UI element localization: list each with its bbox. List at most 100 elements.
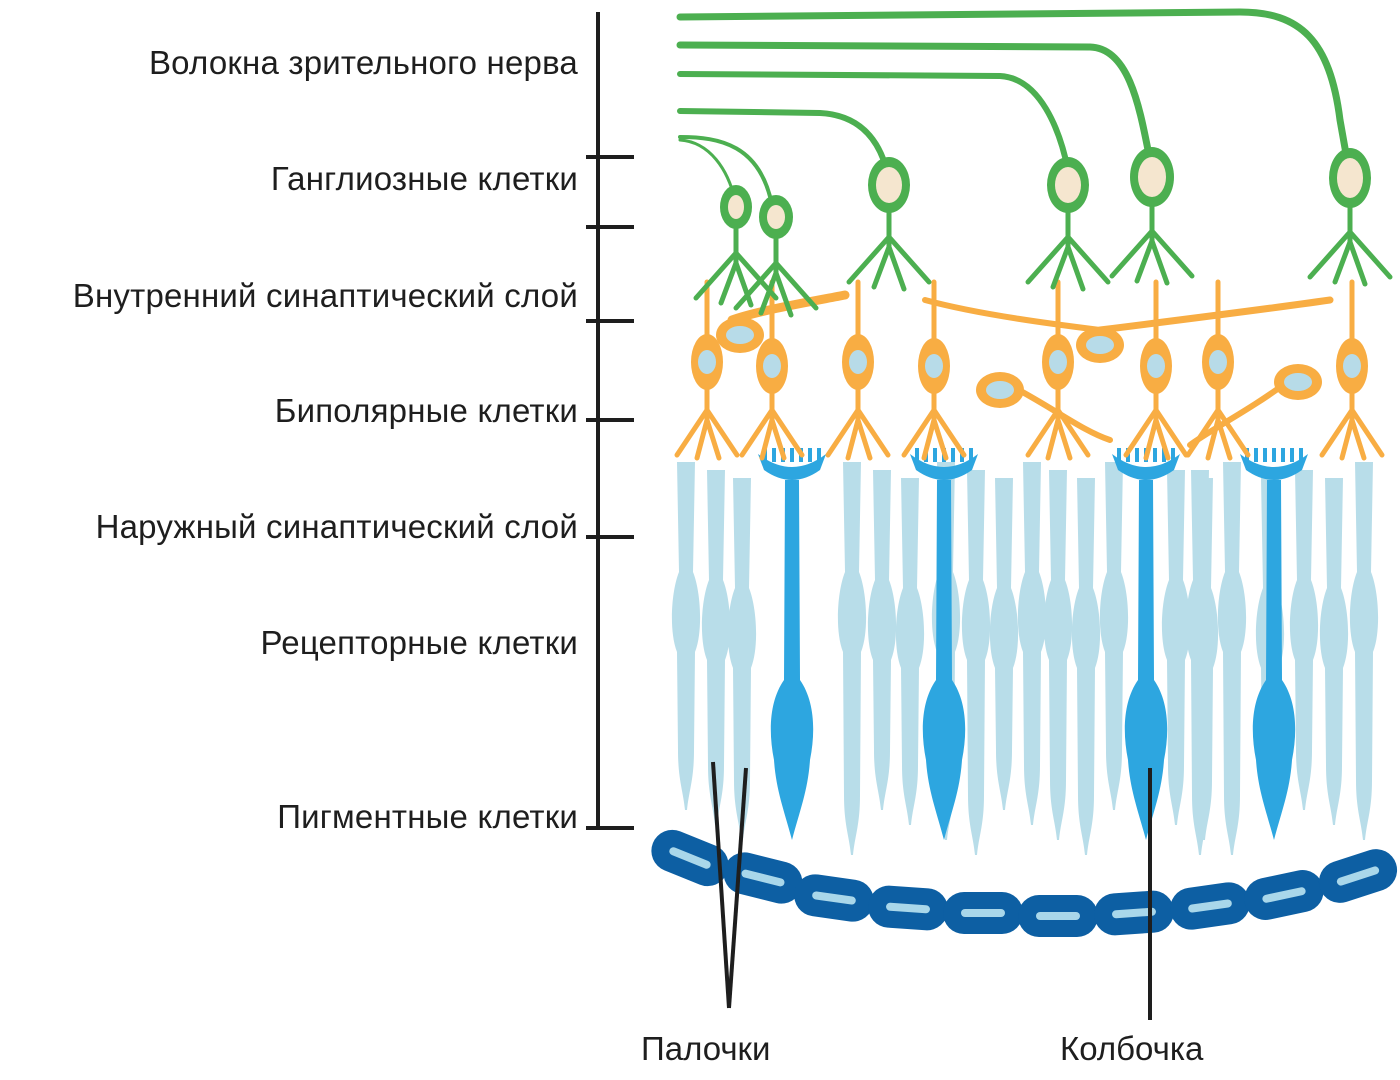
ganglion-dendrites: [693, 220, 779, 308]
pigment-granule: [1036, 912, 1080, 920]
rod-cell: [1185, 470, 1215, 855]
pigment-granule: [812, 891, 856, 905]
rod-cell: [727, 478, 757, 840]
label-pigment-cells: Пигментные клетки: [277, 798, 578, 835]
rod-cell: [989, 478, 1019, 810]
amacrine-nucleus: [726, 326, 754, 344]
rod-cell: [961, 470, 991, 855]
cone-pedicle-tooth: [1254, 448, 1258, 462]
rod-cell: [671, 462, 701, 810]
bipolar-axon: [1123, 387, 1189, 461]
ganglion-nucleus: [728, 195, 744, 219]
rod-cell: [1349, 462, 1379, 840]
bipolar-nucleus: [849, 350, 867, 374]
cone-cells: [758, 448, 1308, 840]
bipolar-axon: [901, 387, 967, 461]
rod-cell: [1161, 470, 1191, 825]
bipolar-nucleus: [1147, 354, 1165, 378]
cone-pedicle-tooth: [1263, 448, 1267, 462]
bipolar-nucleus: [698, 350, 716, 374]
cone-pedicle-tooth: [969, 448, 973, 462]
rod-cell: [1217, 462, 1247, 855]
cone-pedicle-tooth: [1281, 448, 1285, 462]
rod-cell: [837, 462, 867, 855]
nerve-fiber: [677, 71, 1071, 173]
rod-cell: [1071, 478, 1101, 855]
rod-pointer-line: [711, 761, 731, 1009]
bipolar-cells: [674, 279, 1385, 461]
label-outer-synaptic-layer: Наружный синаптический слой: [95, 508, 578, 545]
nerve-fiber: [678, 135, 774, 207]
rod-cell: [895, 478, 925, 825]
bipolar-axon: [674, 383, 740, 461]
pointer-lines: [711, 761, 1152, 1020]
cone-pedicle-tooth: [772, 448, 776, 462]
ganglion-nucleus: [767, 205, 785, 229]
amacrine-nucleus: [986, 381, 1014, 399]
horizontal-process: [922, 297, 1103, 333]
cone-pedicle: [1240, 454, 1308, 480]
rod-cell: [701, 470, 731, 825]
ganglion-nucleus: [1138, 157, 1166, 197]
rod-cell: [1289, 470, 1319, 810]
amacrine-nucleus: [1086, 336, 1114, 354]
cone-pedicle-tooth: [915, 448, 919, 462]
bipolar-nucleus: [1049, 350, 1067, 374]
cone-cell: [770, 480, 814, 840]
ganglion-dendrites: [733, 230, 819, 318]
cone-pedicle-tooth: [933, 448, 937, 462]
cone-pedicle-tooth: [790, 448, 794, 462]
pigment-granule: [886, 902, 930, 914]
pigment-cells: [651, 829, 1398, 937]
label-inner-synaptic-layer: Внутренний синаптический слой: [72, 277, 578, 314]
cone-pedicle-tooth: [1135, 448, 1139, 462]
cone-pedicle-tooth: [1171, 448, 1175, 462]
cone-pedicle-tooth: [1117, 448, 1121, 462]
label-ganglion-cells: Ганглиозные клетки: [270, 160, 578, 197]
cone-pedicle: [758, 454, 826, 480]
ganglion-nucleus: [1055, 167, 1081, 203]
cone-pedicle-tooth: [817, 448, 821, 462]
label-rods: Палочки: [641, 1030, 771, 1067]
cone-pedicle-tooth: [808, 448, 812, 462]
amacrine-nucleus: [1284, 373, 1312, 391]
ganglion-dendrites: [1109, 198, 1195, 286]
label-bipolar-cells: Биполярные клетки: [274, 392, 578, 429]
bipolar-nucleus: [1209, 350, 1227, 374]
ganglion-cells: [676, 8, 1393, 318]
label-receptor-cells: Рецепторные клетки: [260, 624, 578, 661]
cone-cell: [1252, 480, 1296, 840]
pigment-granule: [1112, 907, 1156, 919]
nerve-fiber: [676, 8, 1352, 169]
rod-cell: [1017, 462, 1047, 825]
cone-cell: [922, 480, 966, 840]
layer-scale-bar: [586, 12, 634, 830]
cone-pedicle-tooth: [1290, 448, 1294, 462]
bipolar-axon: [1025, 383, 1091, 461]
horizontal-process: [1187, 377, 1293, 448]
pigment-granule: [1262, 887, 1306, 903]
cone-pedicle-tooth: [1162, 448, 1166, 462]
cone-pedicle-tooth: [1153, 448, 1157, 462]
pigment-granule: [961, 909, 1005, 917]
rod-pointer-line: [727, 767, 748, 1009]
ganglion-nucleus: [876, 167, 902, 203]
rod-cell: [1319, 478, 1349, 825]
ganglion-dendrites: [1025, 204, 1111, 292]
ganglion-nucleus: [1337, 158, 1363, 198]
bipolar-axon: [825, 383, 891, 461]
bipolar-axon: [1319, 387, 1385, 461]
cone-pedicle: [910, 454, 978, 480]
cone-cell: [1124, 480, 1168, 840]
ganglion-dendrites: [846, 204, 932, 292]
rod-cell: [867, 470, 897, 810]
bipolar-nucleus: [1343, 354, 1361, 378]
cone-pedicle-tooth: [1272, 448, 1276, 462]
cone-pedicle: [1112, 454, 1180, 480]
bipolar-nucleus: [763, 354, 781, 378]
nerve-fiber: [677, 108, 891, 178]
cone-pedicle-tooth: [951, 448, 955, 462]
horizontal-process: [1096, 296, 1334, 334]
